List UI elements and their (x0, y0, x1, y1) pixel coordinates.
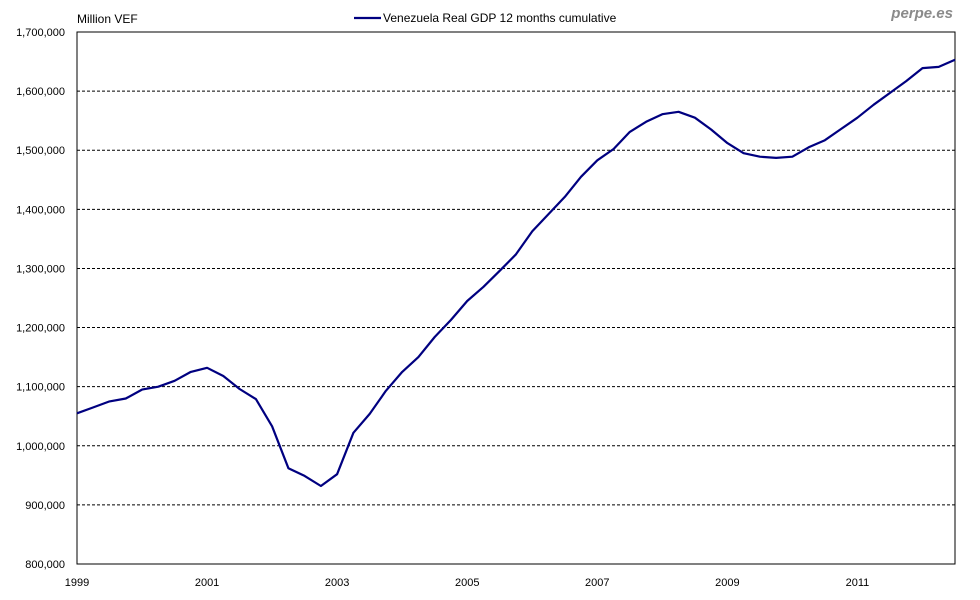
series-line-venezuela-gdp (76, 58, 956, 488)
x-tick-label: 2011 (846, 577, 870, 589)
x-tick-label: 2005 (455, 577, 479, 589)
x-tick-label: 2001 (195, 577, 219, 589)
y-tick-label: 1,300,000 (16, 263, 65, 275)
y-tick-label: 1,000,000 (16, 441, 65, 453)
x-tick-label: 2009 (715, 577, 739, 589)
y-tick-label: 1,200,000 (16, 323, 65, 335)
gridlines (77, 90, 955, 506)
plot-area-border (76, 31, 956, 565)
y-tick-label: 1,400,000 (16, 204, 65, 216)
y-tick-label: 1,500,000 (16, 145, 65, 157)
x-tick-label: 2003 (325, 577, 349, 589)
y-tick-label: 1,100,000 (16, 382, 65, 394)
y-axis: 800,000 900,000 1,000,000 1,100,000 1,200,00… (16, 27, 65, 571)
y-tick-label: 1,600,000 (16, 86, 65, 98)
y-tick-label: 1,700,000 (16, 27, 65, 39)
y-tick-label: 800,000 (25, 559, 65, 571)
y-tick-label: 900,000 (25, 500, 65, 512)
y-axis-label: Million VEF (77, 12, 138, 26)
x-tick-label: 1999 (65, 577, 89, 589)
x-tick-label: 2007 (585, 577, 609, 589)
x-axis: 1999 2001 2003 2005 2007 2009 2011 (65, 577, 870, 589)
legend-label: Venezuela Real GDP 12 months cumulative (383, 11, 617, 25)
brand-watermark: perpe.es (890, 5, 953, 22)
